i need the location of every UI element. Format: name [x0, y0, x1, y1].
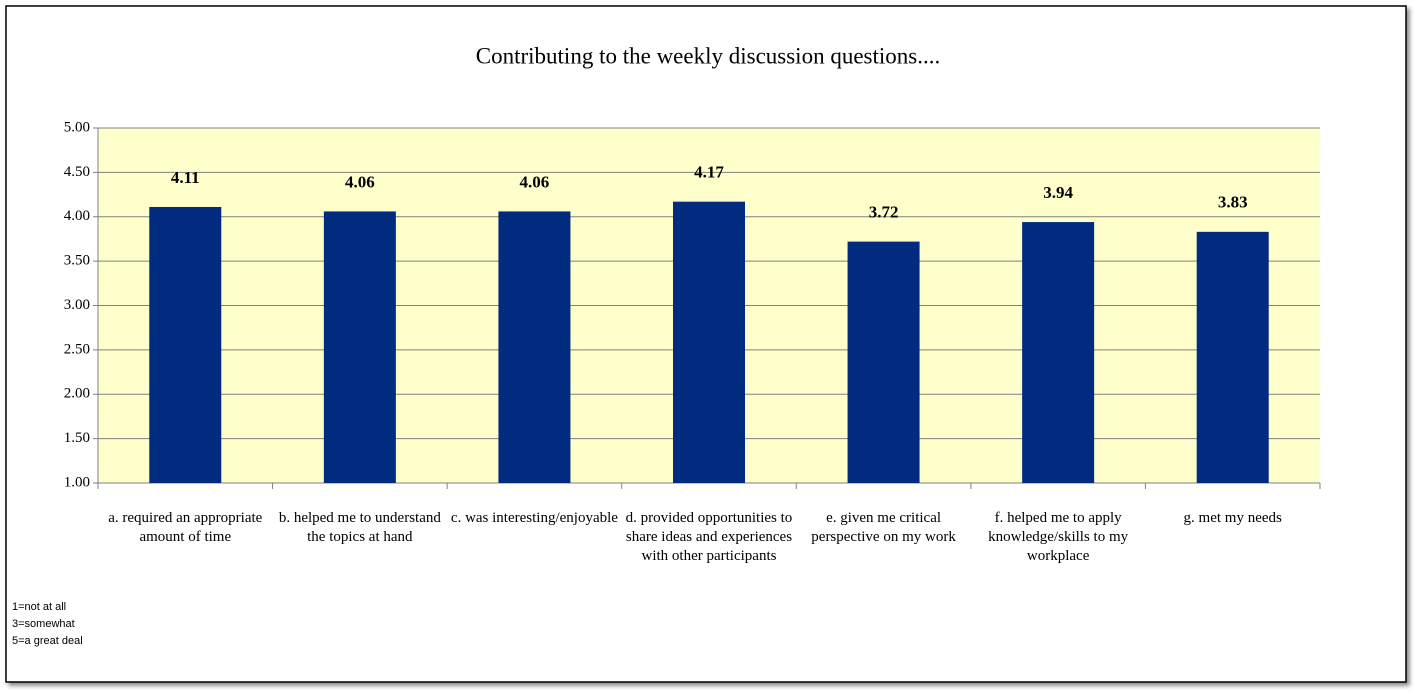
y-tick-label: 1.00: [64, 474, 90, 490]
x-tick-label: a. required an appropriate amount of tim…: [108, 510, 263, 545]
bar: [1022, 222, 1095, 483]
x-tick-label: c. was interesting/enjoyable: [450, 510, 618, 526]
chart-title: Contributing to the weekly discussion qu…: [476, 43, 940, 68]
data-label: 4.06: [345, 172, 375, 191]
x-tick-label: b. helped me to understand the topics at…: [278, 510, 441, 545]
bar: [149, 206, 222, 484]
data-label: 4.11: [171, 168, 200, 187]
data-label: 4.06: [520, 172, 550, 191]
y-tick-label: 4.50: [64, 164, 90, 180]
data-label: 3.94: [1043, 183, 1073, 202]
data-label: 3.72: [869, 203, 899, 222]
note: 3=somewhat: [12, 618, 75, 630]
note: 1=not at all: [12, 601, 67, 613]
x-tick-label: g. met my needs: [1183, 510, 1282, 526]
bar: [847, 241, 920, 483]
y-tick-label: 1.50: [64, 430, 90, 446]
x-tick-label: e. given me critical perspective on my w…: [811, 510, 956, 545]
bar: [323, 211, 396, 484]
data-label: 4.17: [694, 163, 724, 182]
y-tick-label: 2.00: [64, 386, 90, 402]
y-tick-label: 5.00: [64, 119, 90, 135]
bar: [1196, 231, 1269, 483]
y-tick-label: 3.50: [64, 253, 90, 269]
note: 5=a great deal: [12, 635, 83, 647]
bar: [498, 211, 571, 484]
y-tick-label: 3.00: [64, 297, 90, 313]
data-label: 3.83: [1218, 193, 1248, 212]
bar: [673, 201, 745, 483]
y-tick-label: 4.00: [64, 208, 90, 224]
x-tick-label: d. provided opportunities to share ideas…: [625, 510, 793, 564]
y-tick-label: 2.50: [64, 341, 90, 357]
x-tick-label: f. helped me to apply knowledge/skills t…: [988, 510, 1129, 564]
